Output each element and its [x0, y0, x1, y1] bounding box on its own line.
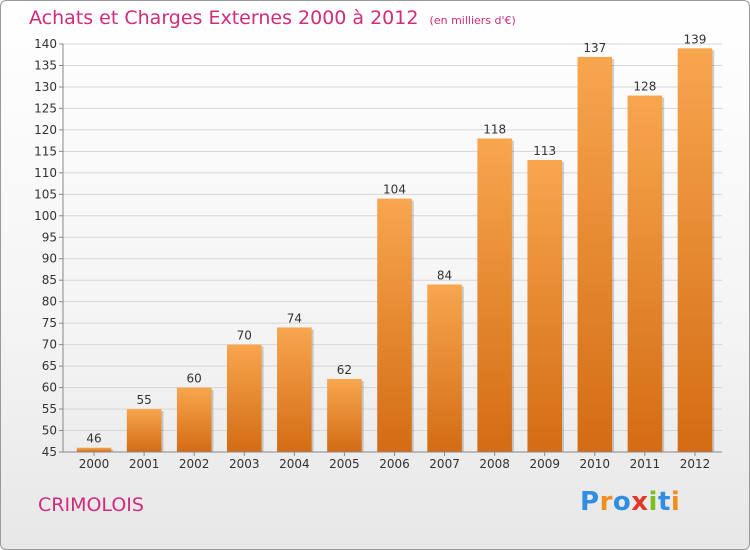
bar-2008: [477, 138, 512, 453]
y-tick-label: 110: [34, 166, 57, 180]
logo-letter: o: [612, 487, 632, 517]
data-label: 55: [136, 393, 151, 407]
y-tick-label: 115: [34, 144, 57, 158]
bar-2011: [627, 95, 663, 453]
y-tick-label: 65: [42, 359, 57, 373]
x-tick-label: 2010: [580, 457, 611, 471]
data-label: 70: [237, 329, 252, 343]
logo-letter: x: [631, 487, 649, 517]
x-tick-label: 2001: [129, 457, 160, 471]
data-label: 137: [583, 41, 606, 55]
y-tick-label: 105: [34, 187, 57, 201]
y-tick-label: 100: [34, 209, 57, 223]
bar-2003: [226, 344, 262, 452]
x-tick-label: 2000: [79, 457, 110, 471]
y-tick-label: 75: [42, 316, 57, 330]
x-tick-label: 2012: [680, 457, 711, 471]
logo-letter: i: [670, 487, 681, 517]
bar-2002: [176, 387, 212, 452]
data-label: 62: [337, 363, 352, 377]
data-label: 104: [383, 183, 406, 197]
bar-2010: [577, 56, 613, 452]
bar-2009: [527, 159, 563, 453]
y-tick-label: 95: [42, 230, 57, 244]
y-tick-label: 50: [42, 424, 57, 438]
data-label: 139: [684, 32, 707, 46]
x-tick-label: 2005: [329, 457, 360, 471]
logo-letter: r: [599, 487, 613, 517]
y-tick-label: 85: [42, 273, 57, 287]
bar-2006: [377, 198, 412, 452]
chart-title-block: Achats et Charges Externes 2000 à 2012 (…: [29, 7, 516, 29]
y-tick-label: 55: [42, 402, 57, 416]
bar-2001: [126, 409, 162, 452]
data-label: 46: [86, 432, 101, 446]
y-tick-label: 130: [34, 80, 57, 94]
y-tick-label: 80: [42, 295, 57, 309]
logo-letter: P: [580, 487, 600, 517]
bar-2007: [427, 284, 462, 452]
y-tick-label: 140: [34, 37, 57, 51]
data-label: 74: [287, 311, 302, 325]
x-tick-label: 2011: [630, 457, 661, 471]
logo-letter: i: [648, 487, 658, 517]
x-tick-label: 2004: [279, 457, 310, 471]
y-tick-label: 60: [42, 381, 57, 395]
x-tick-label: 2009: [529, 457, 560, 471]
data-label: 60: [187, 372, 202, 386]
logo-letter: t: [657, 487, 671, 517]
data-label: 84: [437, 269, 452, 283]
bar-2000: [76, 447, 112, 452]
data-label: 128: [633, 80, 656, 94]
y-tick-label: 45: [42, 445, 57, 459]
x-tick-label: 2008: [479, 457, 510, 471]
chart-subtitle: (en milliers d'€): [429, 14, 516, 27]
data-label: 118: [483, 122, 506, 136]
bar-2004: [277, 327, 312, 452]
x-tick-label: 2007: [429, 457, 460, 471]
y-tick-label: 90: [42, 252, 57, 266]
commune-name: CRIMOLOIS: [38, 494, 144, 516]
y-tick-label: 70: [42, 338, 57, 352]
y-tick-label: 135: [34, 58, 57, 72]
x-tick-label: 2003: [229, 457, 260, 471]
bar-2012: [677, 48, 713, 452]
data-label: 113: [533, 144, 556, 158]
y-tick-label: 120: [34, 123, 57, 137]
proxiti-logo[interactable]: Proxiti: [580, 487, 680, 517]
y-tick-label: 125: [34, 101, 57, 115]
chart-title: Achats et Charges Externes 2000 à 2012: [29, 7, 419, 29]
x-tick-label: 2002: [179, 457, 210, 471]
axes: 45 50 55 60 65 70 75 80 85 90 95 100 105 110 115 120 125…: [34, 37, 722, 471]
bars: 46 55 60 70 74 62 104 84 118 113 137 128 139: [76, 32, 715, 453]
x-tick-label: 2006: [379, 457, 410, 471]
bar-2005: [327, 378, 362, 452]
